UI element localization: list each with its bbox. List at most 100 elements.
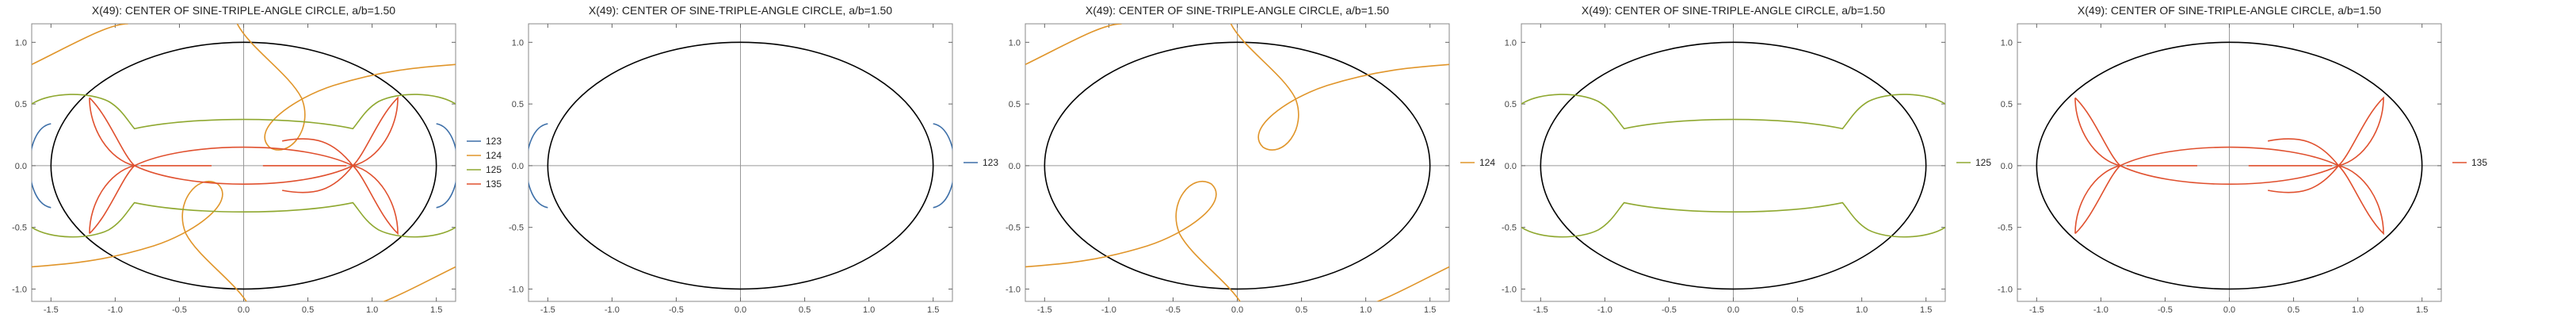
x-tick-label: 0.5 — [799, 305, 811, 315]
series-125-curve — [32, 94, 456, 128]
x-tick-label: 0.0 — [238, 305, 250, 315]
legend-label-123: 123 — [983, 157, 998, 168]
y-tick-label: 0.0 — [1009, 162, 1021, 171]
chart-title: X(49): CENTER OF SINE-TRIPLE-ANGLE CIRCL… — [92, 4, 395, 17]
y-tick-label: -0.5 — [1998, 224, 2013, 233]
plot-area — [30, 24, 458, 308]
x-tick-label: 0.0 — [1231, 305, 1243, 315]
x-tick-label: -0.5 — [1166, 305, 1181, 315]
y-tick-label: 0.0 — [1505, 162, 1517, 171]
chart-title: X(49): CENTER OF SINE-TRIPLE-ANGLE CIRCL… — [589, 4, 892, 17]
x-tick-label: -0.5 — [1662, 305, 1677, 315]
y-tick-label: -0.5 — [1006, 224, 1021, 233]
y-tick-label: 0.5 — [2001, 100, 2013, 109]
y-tick-label: 0.5 — [15, 100, 27, 109]
legend-label-135: 135 — [2471, 157, 2487, 168]
legend: 123 — [964, 157, 998, 168]
series-124-curve — [359, 266, 456, 307]
legend-label-125: 125 — [1975, 157, 1991, 168]
series-125-curve — [1521, 203, 1945, 237]
legend-label-125: 125 — [486, 164, 502, 175]
data-layer — [527, 42, 955, 289]
y-tick-label: 0.0 — [2001, 162, 2013, 171]
series-124-curve — [32, 182, 250, 308]
x-tick-label: -1.0 — [108, 305, 123, 315]
x-tick-label: -1.0 — [1597, 305, 1612, 315]
chart-title: X(49): CENTER OF SINE-TRIPLE-ANGLE CIRCL… — [1582, 4, 1885, 17]
legend-label-124: 124 — [1479, 157, 1495, 168]
legend-label-124: 124 — [486, 150, 502, 161]
y-tick-label: -0.5 — [1502, 224, 1517, 233]
y-tick-label: 1.0 — [15, 38, 27, 48]
series-124-curve — [1025, 24, 1122, 64]
x-tick-label: -0.5 — [172, 305, 187, 315]
x-tick-label: -0.5 — [669, 305, 684, 315]
x-tick-label: 0.0 — [2223, 305, 2235, 315]
chart-panel-2: X(49): CENTER OF SINE-TRIPLE-ANGLE CIRCL… — [509, 4, 998, 315]
plot-area — [1521, 42, 1945, 289]
x-tick-label: -1.0 — [605, 305, 620, 315]
y-tick-label: -0.5 — [509, 224, 524, 233]
chart-title: X(49): CENTER OF SINE-TRIPLE-ANGLE CIRCL… — [2078, 4, 2381, 17]
x-tick-label: -1.5 — [540, 305, 555, 315]
x-tick-label: 1.0 — [366, 305, 378, 315]
x-tick-label: 1.0 — [863, 305, 875, 315]
x-tick-label: 1.0 — [2352, 305, 2364, 315]
x-tick-label: 1.0 — [1856, 305, 1868, 315]
series-125-curve — [32, 203, 456, 237]
x-tick-label: 0.5 — [1792, 305, 1803, 315]
legend-label-135: 135 — [486, 178, 502, 190]
series-123-curve — [437, 124, 458, 208]
chart-panel-5: X(49): CENTER OF SINE-TRIPLE-ANGLE CIRCL… — [1998, 4, 2487, 315]
reference-ellipse — [1044, 42, 1429, 289]
y-tick-label: 0.5 — [1505, 100, 1517, 109]
x-tick-label: -0.5 — [2158, 305, 2173, 315]
x-tick-label: 0.5 — [1296, 305, 1307, 315]
plot-area — [2036, 42, 2421, 289]
legend: 123 124 125 135 — [467, 136, 502, 190]
plot-area — [527, 42, 955, 289]
chart-panel-4: X(49): CENTER OF SINE-TRIPLE-ANGLE CIRCL… — [1502, 4, 1991, 315]
x-tick-label: -1.5 — [44, 305, 59, 315]
series-124-curve — [1353, 266, 1449, 307]
x-tick-label: 1.5 — [430, 305, 442, 315]
legend-label-123: 123 — [486, 136, 502, 147]
y-tick-label: 1.0 — [2001, 38, 2013, 48]
plot-area — [1025, 24, 1449, 308]
y-tick-label: 1.0 — [1009, 38, 1021, 48]
data-layer — [1025, 24, 1449, 308]
x-tick-label: 1.0 — [1360, 305, 1372, 315]
x-tick-label: -1.0 — [1101, 305, 1116, 315]
y-tick-label: -1.0 — [509, 285, 524, 294]
x-tick-label: -1.5 — [2029, 305, 2044, 315]
x-tick-label: -1.5 — [1037, 305, 1052, 315]
y-tick-label: -1.0 — [1998, 285, 2013, 294]
series-124-curve — [237, 24, 456, 150]
y-tick-label: 1.0 — [512, 38, 524, 48]
reference-ellipse — [2036, 42, 2421, 289]
x-tick-label: 0.5 — [302, 305, 314, 315]
x-tick-label: -1.5 — [1533, 305, 1548, 315]
x-tick-label: 0.5 — [2288, 305, 2299, 315]
x-tick-label: -1.0 — [2093, 305, 2109, 315]
y-tick-label: 0.0 — [15, 162, 27, 171]
legend: 124 — [1460, 157, 1495, 168]
y-tick-label: -1.0 — [12, 285, 27, 294]
reference-ellipse — [1540, 42, 1925, 289]
x-tick-label: 0.0 — [735, 305, 746, 315]
reference-ellipse — [548, 42, 933, 289]
series-123-curve — [30, 124, 52, 208]
y-tick-label: 0.0 — [512, 162, 524, 171]
x-tick-label: 1.5 — [2416, 305, 2428, 315]
y-tick-label: 0.5 — [1009, 100, 1021, 109]
data-layer — [1521, 42, 1945, 289]
reference-ellipse — [51, 42, 436, 289]
x-tick-label: 1.5 — [927, 305, 939, 315]
data-layer — [30, 24, 458, 308]
series-124-curve — [32, 24, 128, 64]
chart-panel-3: X(49): CENTER OF SINE-TRIPLE-ANGLE CIRCL… — [1006, 4, 1495, 315]
y-tick-label: -0.5 — [12, 224, 27, 233]
series-124-curve — [1025, 182, 1244, 308]
data-layer — [2036, 42, 2421, 289]
